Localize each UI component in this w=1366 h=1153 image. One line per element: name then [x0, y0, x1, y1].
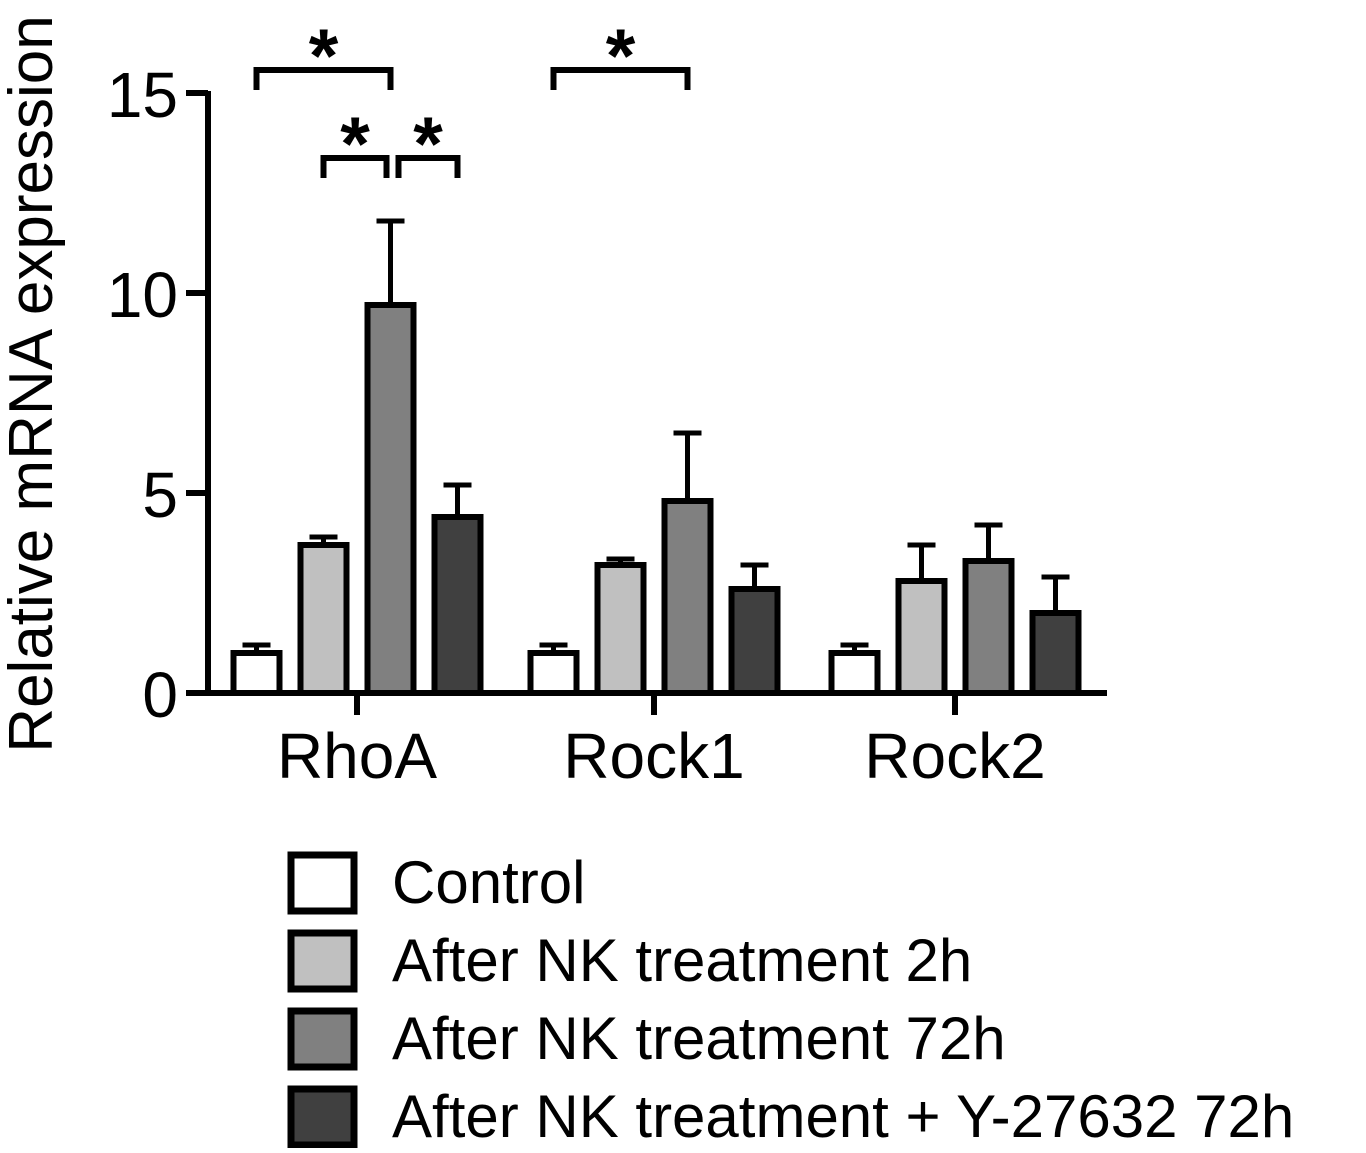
x-tick-label: Rock2 [864, 720, 1045, 792]
bar [728, 586, 781, 696]
bar [297, 542, 350, 696]
bar [364, 302, 417, 696]
y-tick-label: 5 [142, 459, 178, 531]
x-tick-label: Rock1 [563, 720, 744, 792]
legend-swatch [287, 851, 358, 915]
axes: 0 5 10 15 RhoA Rock1 Rock2 Relative mRNA expres… [0, 15, 1107, 792]
y-axis-label: Relative mRNA expression [0, 15, 66, 752]
legend-swatch [287, 1085, 358, 1149]
legend-label: After NK treatment + Y-27632 72h [392, 1083, 1294, 1148]
bar [828, 650, 881, 696]
significance-bracket [550, 67, 691, 90]
bars [230, 218, 1082, 696]
bar [527, 650, 580, 696]
y-tick-label: 15 [107, 59, 178, 131]
significance-star: * [340, 102, 370, 187]
significance-bracket [320, 155, 390, 178]
legend-label: After NK treatment 72h [392, 1005, 1006, 1072]
significance-star: * [309, 14, 339, 99]
bar [661, 498, 714, 696]
legend-swatch [287, 1007, 358, 1071]
legend: Control After NK treatment 2h After NK tre… [287, 849, 1294, 1150]
bar [431, 514, 484, 696]
significance-star: * [413, 102, 443, 187]
bar [230, 650, 283, 696]
significance-star: * [606, 14, 636, 99]
y-tick-label: 10 [107, 259, 178, 331]
x-tick-label: RhoA [277, 720, 437, 792]
legend-label: After NK treatment 2h [392, 927, 972, 994]
legend-swatch [287, 929, 358, 993]
bar [1029, 610, 1082, 696]
bar [962, 558, 1015, 696]
significance-bracket [395, 155, 461, 178]
bar [895, 578, 948, 696]
legend-label: Control [392, 849, 585, 916]
significance-brackets: ** ** [253, 14, 691, 187]
significance-bracket [253, 67, 394, 90]
y-tick-label: 0 [142, 659, 178, 731]
bar [594, 562, 647, 696]
